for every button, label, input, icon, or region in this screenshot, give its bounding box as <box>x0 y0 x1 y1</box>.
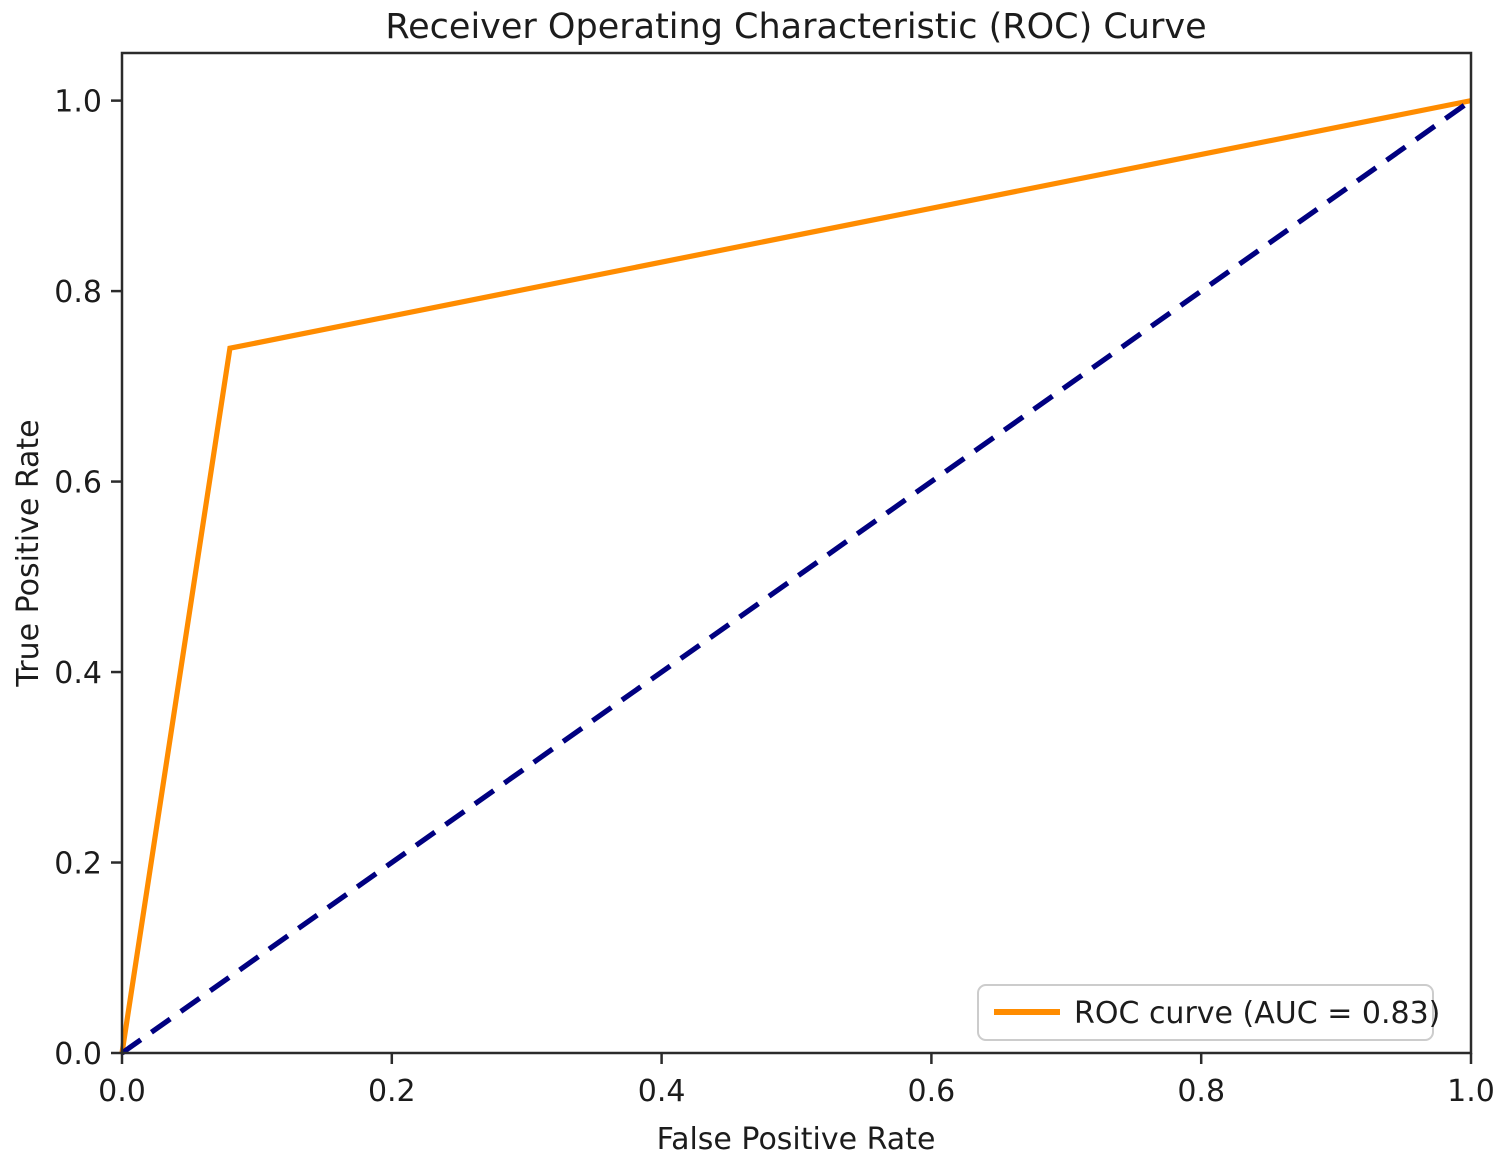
roc-curve-line <box>119 98 1472 1054</box>
y-axis-label: True Positive Rate <box>11 419 46 687</box>
chart-title: Receiver Operating Characteristic (ROC) … <box>385 7 1206 47</box>
legend: ROC curve (AUC = 0.83) <box>977 984 1440 1041</box>
chance-diagonal-line <box>120 98 1473 1056</box>
x-tick-0.2-label: 0.2 <box>368 1074 416 1109</box>
x-axis-label: False Positive Rate <box>657 1122 936 1157</box>
y-tick-0.4-label: 0.4 <box>54 656 102 691</box>
series-layer <box>119 98 1473 1056</box>
x-tick-0.0-label: 0.0 <box>98 1074 146 1109</box>
x-tick-0.8-label: 0.8 <box>1177 1074 1225 1109</box>
axes-frame <box>120 51 1473 1055</box>
y-tick-0.2-label: 0.2 <box>54 847 102 882</box>
x-axis-ticks: 0.0 0.2 0.4 0.6 0.8 1.0 <box>98 1053 1495 1109</box>
legend-label: ROC curve (AUC = 0.83) <box>1074 996 1440 1031</box>
y-tick-0.0-label: 0.0 <box>54 1037 102 1072</box>
x-tick-1.0-label: 1.0 <box>1447 1074 1495 1109</box>
y-tick-0.6-label: 0.6 <box>54 466 102 501</box>
y-axis-ticks: 0.0 0.2 0.4 0.6 0.8 1.0 <box>54 85 122 1072</box>
legend-box <box>977 984 1434 1041</box>
y-tick-1.0-label: 1.0 <box>54 85 102 120</box>
x-tick-0.6-label: 0.6 <box>908 1074 956 1109</box>
y-tick-0.8-label: 0.8 <box>54 275 102 310</box>
x-tick-0.4-label: 0.4 <box>638 1074 686 1109</box>
